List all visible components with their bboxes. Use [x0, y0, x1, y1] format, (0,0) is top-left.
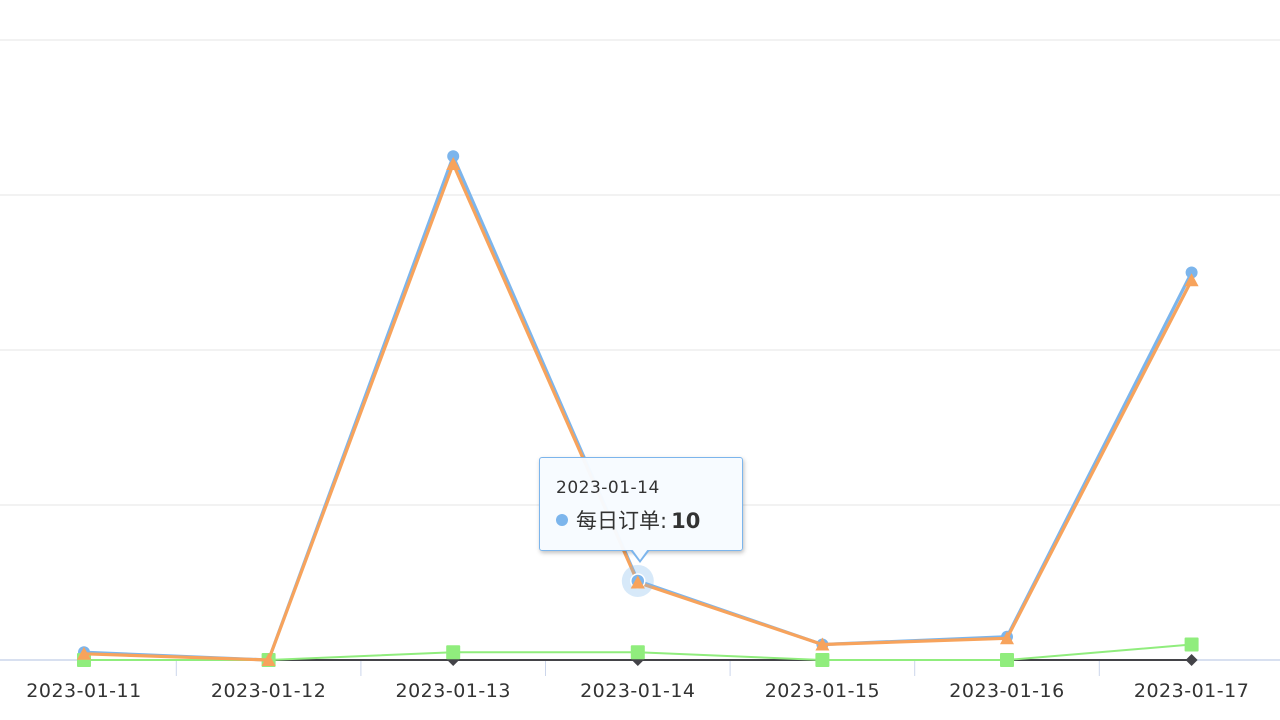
data-point — [1184, 637, 1199, 652]
x-tick-label: 2023-01-11 — [26, 680, 141, 702]
tooltip-series-name: 每日订单 — [576, 509, 660, 533]
x-tick-label: 2023-01-15 — [765, 680, 880, 702]
hover-layer — [621, 564, 654, 597]
x-tick-label: 2023-01-14 — [580, 680, 695, 702]
data-point — [1000, 631, 1014, 645]
x-tick-label: 2023-01-17 — [1134, 680, 1249, 702]
data-point — [447, 150, 460, 163]
x-tick-label: 2023-01-12 — [211, 680, 326, 702]
tooltip-series-dot — [556, 514, 568, 526]
data-point — [1000, 653, 1014, 667]
data-point — [446, 645, 461, 660]
grid-lines — [0, 39, 1280, 506]
data-point — [77, 646, 91, 660]
hover-overlay-point — [630, 575, 645, 589]
tooltip: 2023-01-14 每日订单: 10 — [539, 457, 743, 563]
x-axis: 2023-01-11 2023-01-12 2023-01-13 2023-01-14… — [0, 659, 1280, 702]
x-tick-label: 2023-01-13 — [395, 680, 510, 702]
data-point — [1184, 273, 1199, 287]
x-tick-label: 2023-01-16 — [949, 680, 1064, 702]
data-point — [261, 653, 276, 666]
data-point — [815, 653, 830, 667]
data-point — [630, 645, 645, 660]
tooltip-date: 2023-01-14 — [556, 478, 660, 498]
tooltip-arrow-inner — [632, 549, 648, 560]
tooltip-separator: : — [660, 509, 668, 533]
data-point — [815, 637, 830, 651]
data-point — [1185, 654, 1198, 666]
tooltip-value: 10 — [671, 509, 701, 533]
tooltip-row: 每日订单: 10 — [556, 505, 700, 535]
data-point — [446, 157, 461, 170]
data-point — [1185, 266, 1198, 279]
